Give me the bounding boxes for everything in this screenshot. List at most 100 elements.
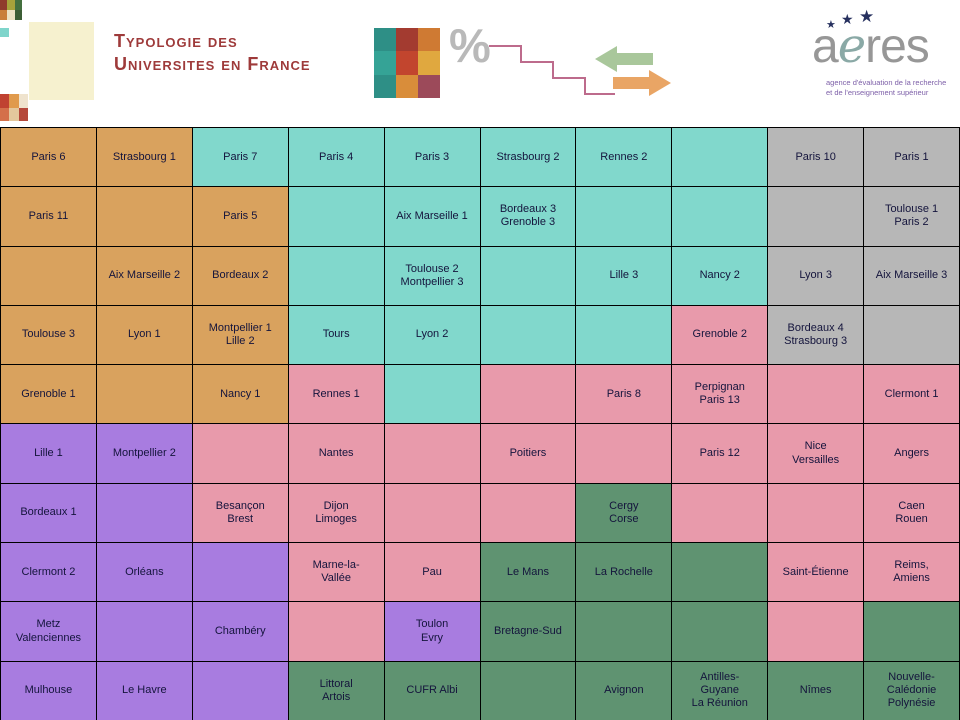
mosaic-tile (7, 10, 15, 20)
logo-letters: res (865, 20, 930, 73)
grid-cell-poitiers: Poitiers (480, 424, 576, 483)
mosaic-tile (418, 28, 440, 52)
grid-cell-grenoble-1: Grenoble 1 (1, 365, 96, 424)
grid-cell-empty (384, 365, 480, 424)
grid-cell-toulouse-3: Toulouse 3 (1, 305, 96, 365)
grid-cell-aix-marseille-3: Aix Marseille 3 (864, 246, 959, 305)
grid-cell-empty (480, 661, 576, 720)
grid-cell-empty (96, 365, 192, 424)
aeres-logo: ★ ★ ★ aeres agence d'évaluation de la re… (810, 6, 960, 102)
grid-cell-nice-versailles: Nice Versailles (768, 424, 864, 483)
grid-cell-nancy-2: Nancy 2 (672, 246, 768, 305)
grid-cell-paris-5: Paris 5 (192, 187, 288, 246)
grid-cell-paris-8: Paris 8 (576, 365, 672, 424)
grid-cell-strasbourg-1: Strasbourg 1 (96, 128, 192, 187)
left-arrow-icon (595, 46, 653, 72)
grid-cell-perpignan-paris-13: Perpignan Paris 13 (672, 365, 768, 424)
logo-tagline-line-1: agence d'évaluation de la recherche (826, 78, 947, 87)
mosaic-tile (7, 0, 15, 10)
logo-tagline-line-2: et de l'enseignement supérieur (826, 88, 929, 98)
grid-cell-empty (768, 483, 864, 543)
grid-cell-paris-4: Paris 4 (288, 128, 384, 187)
mosaic-tile (418, 51, 440, 75)
grid-cell-paris-3: Paris 3 (384, 128, 480, 187)
grid-cell-empty (576, 305, 672, 365)
grid-cell-bordeaux-3-grenoble-3: Bordeaux 3 Grenoble 3 (480, 187, 576, 246)
grid-cell-empty (288, 246, 384, 305)
mosaic-tile (0, 107, 10, 121)
pale-yellow-square (29, 22, 94, 100)
grid-cell-empty (576, 187, 672, 246)
grid-cell-paris-12: Paris 12 (672, 424, 768, 483)
grid-cell-nantes: Nantes (288, 424, 384, 483)
mosaic-tile (374, 28, 396, 52)
left-mosaic (0, 94, 28, 121)
grid-cell-bordeaux-1: Bordeaux 1 (1, 483, 96, 543)
grid-cell-empty (192, 661, 288, 720)
grid-cell-angers: Angers (864, 424, 959, 483)
grid-cell-empty (672, 543, 768, 602)
grid-cell-avignon: Avignon (576, 661, 672, 720)
grid-cell-antilles-guyane-la-reunion: Antilles- Guyane La Réunion (672, 661, 768, 720)
star-icon: ★ (826, 19, 836, 31)
grid-cell-empty (480, 483, 576, 543)
mosaic-tile (0, 94, 10, 108)
grid-cell-empty (672, 128, 768, 187)
logo-letter: a (812, 20, 839, 73)
grid-cell-paris-7: Paris 7 (192, 128, 288, 187)
grid-cell-lyon-3: Lyon 3 (768, 246, 864, 305)
grid-cell-empty (192, 543, 288, 602)
grid-cell-marne-la-vallee: Marne-la- Vallée (288, 543, 384, 602)
mosaic-tile (418, 74, 440, 98)
grid-cell-metz-valenciennes: Metz Valenciennes (1, 602, 96, 661)
grid-cell-empty (384, 424, 480, 483)
grid-cell-toulouse-1-paris-2: Toulouse 1 Paris 2 (864, 187, 959, 246)
grid-cell-chambery: Chambéry (192, 602, 288, 661)
grid-cell-pau: Pau (384, 543, 480, 602)
mosaic-tile (374, 51, 396, 75)
logo-letter-stylized-e: e (837, 18, 866, 74)
grid-cell-paris-6: Paris 6 (1, 128, 96, 187)
mosaic-tile (18, 94, 28, 108)
grid-cell-empty (480, 246, 576, 305)
grid-cell-paris-1: Paris 1 (864, 128, 959, 187)
slide-title: Typologie des Universites en France (114, 30, 311, 77)
grid-cell-empty (576, 424, 672, 483)
grid-cell-empty (480, 305, 576, 365)
grid-cell-empty (192, 424, 288, 483)
grid-cell-besancon-brest: Besançon Brest (192, 483, 288, 543)
mosaic-tile (18, 107, 28, 121)
grid-cell-dijon-limoges: Dijon Limoges (288, 483, 384, 543)
star-icon: ★ (859, 7, 875, 26)
grid-cell-empty (1, 246, 96, 305)
grid-cell-empty (288, 602, 384, 661)
mosaic-tile (396, 51, 418, 75)
grid-cell-empty (768, 365, 864, 424)
grid-cell-saint-etienne: Saint-Étienne (768, 543, 864, 602)
grid-cell-paris-11: Paris 11 (1, 187, 96, 246)
grid-cell-empty (576, 602, 672, 661)
grid-cell-bordeaux-4-strasbourg-3: Bordeaux 4 Strasbourg 3 (768, 305, 864, 365)
university-grid: Paris 6 Strasbourg 1 Paris 7 Paris 4 Paris 3… (0, 127, 960, 720)
grid-cell-nimes: Nîmes (768, 661, 864, 720)
grid-cell-tours: Tours (288, 305, 384, 365)
grid-cell-empty (672, 483, 768, 543)
logo-tagline: agence d'évaluation de la recherche et d… (826, 78, 946, 98)
grid-cell-cufr-albi: CUFR Albi (384, 661, 480, 720)
grid-cell-rennes-1: Rennes 1 (288, 365, 384, 424)
grid-cell-orleans: Orléans (96, 543, 192, 602)
grid-cell-clermont-1: Clermont 1 (864, 365, 959, 424)
grid-cell-empty (288, 187, 384, 246)
grid-cell-reims-amiens: Reims, Amiens (864, 543, 959, 602)
right-arrow-icon (613, 70, 671, 96)
mosaic-tile (0, 10, 8, 20)
grid-cell-empty (672, 187, 768, 246)
grid-cell-lille-1: Lille 1 (1, 424, 96, 483)
grid-cell-grenoble-2: Grenoble 2 (672, 305, 768, 365)
grid-cell-empty (768, 187, 864, 246)
mosaic-tile (14, 10, 22, 20)
mosaic-tile (396, 74, 418, 98)
grid-cell-mulhouse: Mulhouse (1, 661, 96, 720)
mosaic-tile (374, 74, 396, 98)
